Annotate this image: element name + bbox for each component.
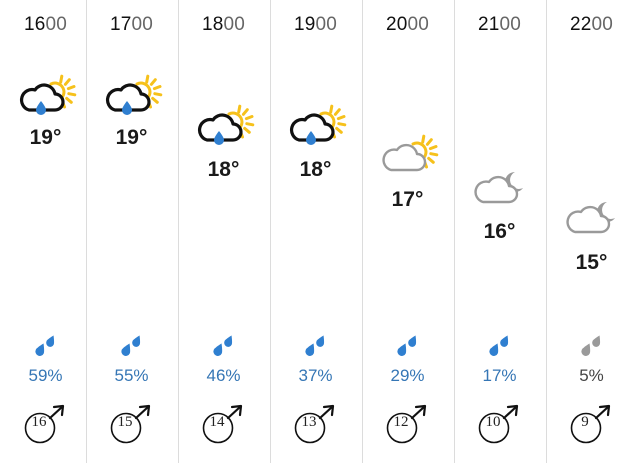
hour-time: 1800 <box>178 14 269 36</box>
column-separator <box>454 0 455 463</box>
moon-cloud-icon <box>469 162 531 212</box>
wind-direction-icon: 16 <box>24 404 68 448</box>
hour-column[interactable]: 1700 19° 55% 15 <box>86 0 177 463</box>
hour-time-minutes: 00 <box>499 14 522 35</box>
hour-time-minutes: 00 <box>45 14 68 35</box>
column-separator <box>546 0 547 463</box>
rain-drops-icon <box>32 334 60 360</box>
temperature: 17° <box>391 188 424 211</box>
sun-cloud-rain-icon <box>193 100 255 150</box>
temperature: 18° <box>299 158 332 181</box>
temperature: 19° <box>115 126 148 149</box>
temperature: 15° <box>575 251 608 274</box>
hour-time-hours: 17 <box>109 14 132 35</box>
wind-direction-icon: 14 <box>202 404 246 448</box>
hour-column[interactable]: 2100 16° 17% 10 <box>454 0 545 463</box>
moon-cloud-icon <box>561 192 623 242</box>
wind-speed: 9 <box>581 414 589 430</box>
hour-time-hours: 20 <box>385 14 408 35</box>
wind-direction-icon: 15 <box>110 404 154 448</box>
hour-time: 2200 <box>546 14 637 36</box>
hour-time: 1900 <box>270 14 361 36</box>
wind-direction-icon: 12 <box>386 404 430 448</box>
sun-cloud-icon <box>377 130 439 180</box>
rain-chance: 17% <box>482 366 517 385</box>
rain-drops-icon <box>210 334 238 360</box>
temperature: 18° <box>207 158 240 181</box>
hour-time-hours: 22 <box>569 14 592 35</box>
rain-chance: 29% <box>390 366 425 385</box>
rain-chance: 37% <box>298 366 333 385</box>
rain-chance: 55% <box>114 366 149 385</box>
hour-time-hours: 18 <box>201 14 224 35</box>
rain-drops-grey-icon <box>578 334 606 360</box>
wind-speed: 16 <box>31 414 47 430</box>
hour-time: 1700 <box>86 14 177 36</box>
hour-time-minutes: 00 <box>407 14 430 35</box>
wind-speed: 12 <box>393 414 409 430</box>
wind-speed: 14 <box>209 414 225 430</box>
hour-time: 2000 <box>362 14 453 36</box>
column-separator <box>178 0 179 463</box>
rain-drops-icon <box>302 334 330 360</box>
rain-drops-icon <box>394 334 422 360</box>
rain-chance: 59% <box>28 366 63 385</box>
column-separator <box>362 0 363 463</box>
rain-drops-icon <box>486 334 514 360</box>
hour-time-minutes: 00 <box>131 14 154 35</box>
temperature: 19° <box>29 126 62 149</box>
hour-column[interactable]: 2000 17° 29% 12 <box>362 0 453 463</box>
temperature: 16° <box>483 220 516 243</box>
wind-speed: 15 <box>117 414 133 430</box>
sun-cloud-rain-icon <box>101 70 163 120</box>
hour-time-minutes: 00 <box>223 14 246 35</box>
hour-time: 2100 <box>454 14 545 36</box>
wind-speed: 13 <box>301 414 317 430</box>
hour-time-minutes: 00 <box>315 14 338 35</box>
hour-column[interactable]: 1900 18° 37% 13 <box>270 0 361 463</box>
hour-column[interactable]: 2200 15° 5% 9 <box>546 0 637 463</box>
wind-speed: 10 <box>485 414 501 430</box>
hour-column[interactable]: 1800 18° 46% 14 <box>178 0 269 463</box>
hour-time: 1600 <box>0 14 91 36</box>
sun-cloud-rain-icon <box>15 70 77 120</box>
hour-time-minutes: 00 <box>591 14 614 35</box>
hour-column[interactable]: 1600 19° 59% 16 <box>0 0 91 463</box>
wind-direction-icon: 13 <box>294 404 338 448</box>
rain-chance: 46% <box>206 366 241 385</box>
wind-direction-icon: 9 <box>570 404 614 448</box>
hour-time-hours: 16 <box>23 14 46 35</box>
column-separator <box>270 0 271 463</box>
hour-time-hours: 19 <box>293 14 316 35</box>
column-separator <box>86 0 87 463</box>
wind-direction-icon: 10 <box>478 404 522 448</box>
sun-cloud-rain-icon <box>285 100 347 150</box>
hour-time-hours: 21 <box>477 14 500 35</box>
rain-chance: 5% <box>579 366 604 385</box>
rain-drops-icon <box>118 334 146 360</box>
